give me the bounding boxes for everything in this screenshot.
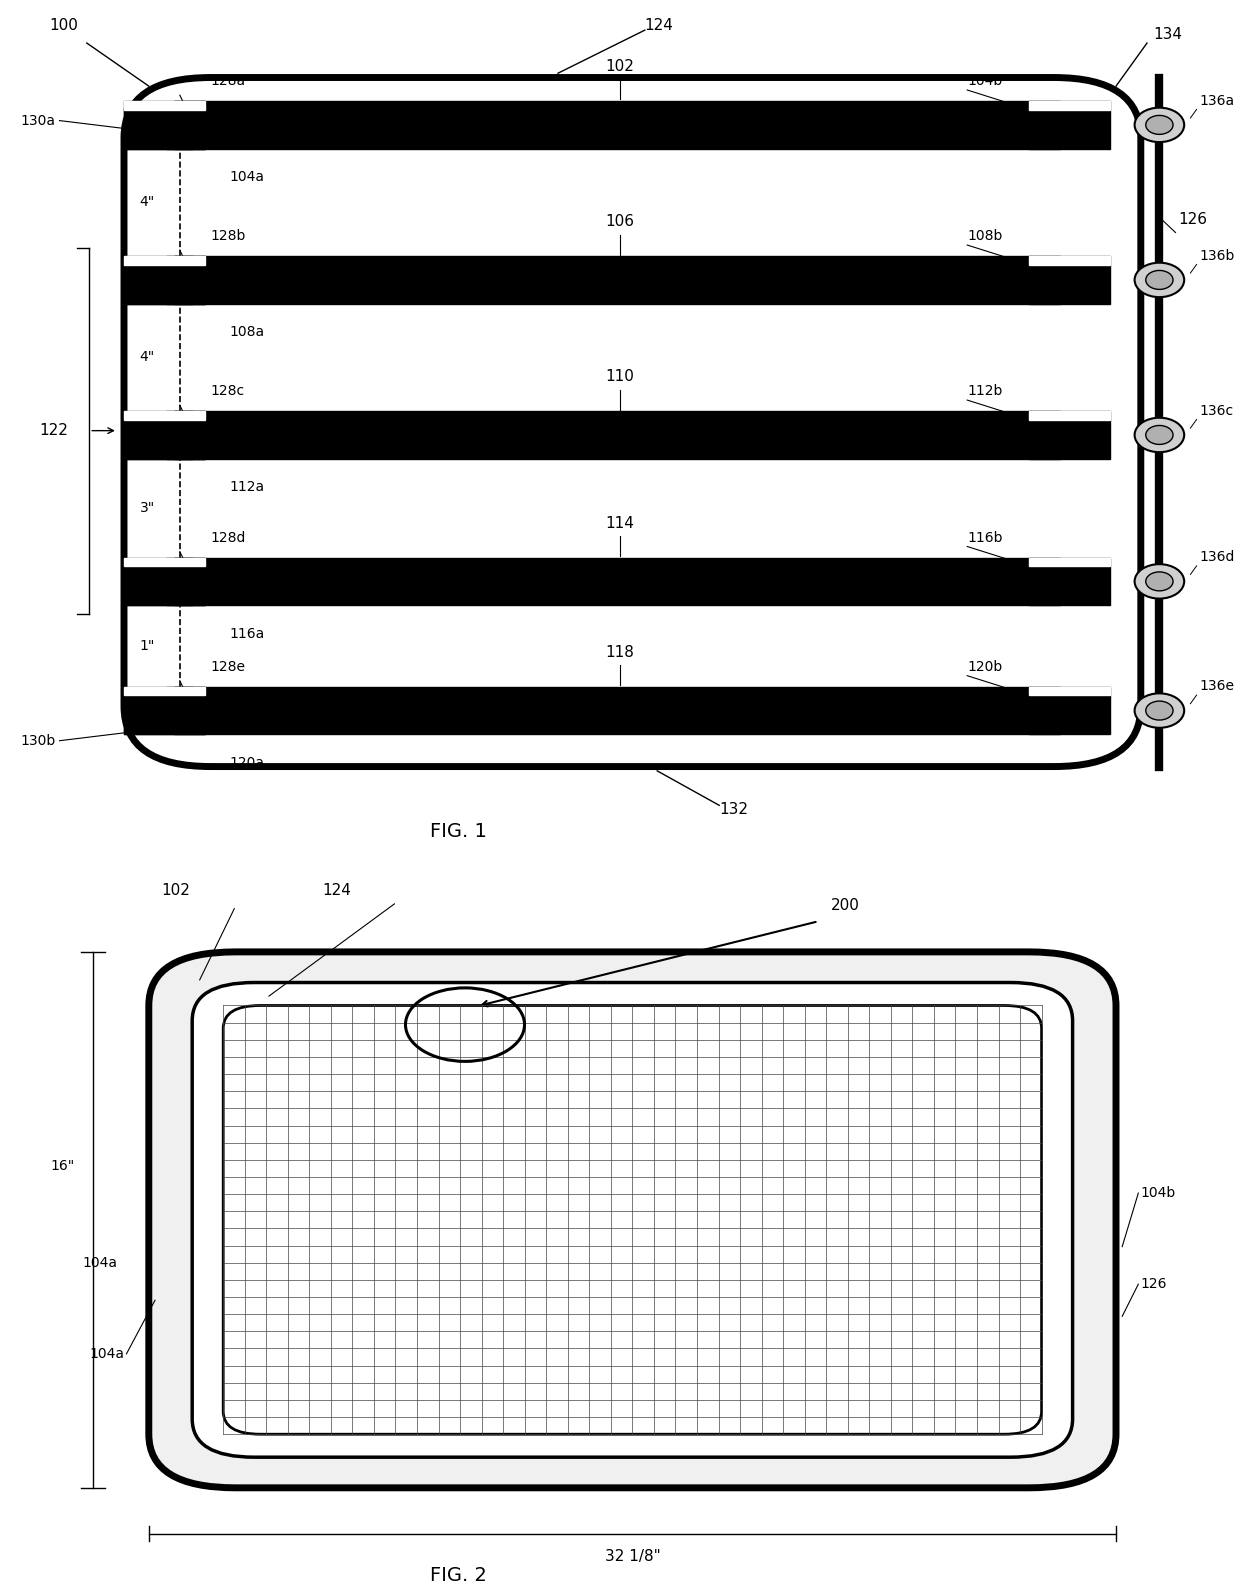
Polygon shape [124, 687, 205, 734]
Text: 106: 106 [605, 214, 635, 230]
Circle shape [1146, 271, 1173, 289]
Circle shape [1146, 115, 1173, 134]
Text: 4": 4" [140, 351, 155, 364]
Text: 102: 102 [605, 59, 635, 75]
Polygon shape [1029, 687, 1110, 695]
Polygon shape [124, 412, 205, 419]
Text: 136a: 136a [1199, 94, 1234, 107]
Text: 126: 126 [1141, 1278, 1167, 1292]
Polygon shape [174, 687, 1060, 734]
Text: 200: 200 [831, 898, 859, 914]
Text: 132: 132 [719, 802, 748, 817]
Text: 128e: 128e [211, 660, 246, 675]
Text: 116b: 116b [967, 531, 1003, 545]
Text: 122: 122 [40, 423, 68, 439]
Text: 124: 124 [322, 884, 351, 898]
FancyBboxPatch shape [223, 1005, 1042, 1434]
Text: 104a: 104a [229, 171, 264, 183]
Text: FIG. 1: FIG. 1 [430, 821, 487, 841]
Polygon shape [124, 687, 205, 695]
Circle shape [1135, 565, 1184, 598]
Circle shape [1146, 573, 1173, 590]
Circle shape [1135, 418, 1184, 451]
Text: 32 1/8": 32 1/8" [605, 1549, 660, 1565]
Polygon shape [1029, 687, 1110, 734]
Circle shape [1135, 694, 1184, 727]
Text: 4": 4" [140, 196, 155, 209]
Text: 130b: 130b [21, 734, 56, 748]
Circle shape [1135, 107, 1184, 142]
Text: 110: 110 [605, 370, 635, 384]
Polygon shape [124, 558, 205, 605]
FancyBboxPatch shape [192, 983, 1073, 1458]
Text: 136e: 136e [1199, 679, 1234, 694]
Text: 104a: 104a [89, 1346, 124, 1361]
Polygon shape [124, 558, 205, 605]
Text: 120b: 120b [967, 660, 1002, 675]
Circle shape [1146, 426, 1173, 445]
Text: 128b: 128b [211, 230, 247, 244]
Polygon shape [174, 257, 1060, 303]
Text: 104b: 104b [1141, 1187, 1176, 1199]
Circle shape [1146, 702, 1173, 719]
Text: 100: 100 [50, 18, 78, 33]
Polygon shape [1029, 412, 1110, 419]
Polygon shape [124, 100, 205, 148]
Polygon shape [124, 412, 205, 459]
Text: 112a: 112a [229, 480, 264, 494]
Text: 120a: 120a [229, 756, 264, 770]
Text: 104b: 104b [967, 75, 1002, 88]
Polygon shape [124, 257, 205, 303]
Text: 1": 1" [140, 640, 155, 652]
Polygon shape [1029, 412, 1110, 459]
Polygon shape [1029, 558, 1110, 605]
Text: 114: 114 [605, 515, 635, 531]
Text: 16": 16" [50, 1160, 74, 1174]
Text: 126: 126 [1178, 212, 1207, 226]
Polygon shape [124, 687, 205, 734]
Polygon shape [124, 257, 205, 265]
Polygon shape [124, 257, 205, 303]
Polygon shape [174, 412, 1060, 459]
Polygon shape [1029, 257, 1110, 303]
Text: 136b: 136b [1199, 249, 1235, 263]
Polygon shape [1029, 257, 1110, 265]
Text: 3": 3" [140, 501, 155, 515]
Text: 124: 124 [645, 18, 673, 33]
Text: 134: 134 [1153, 27, 1182, 41]
Text: 108a: 108a [229, 325, 264, 340]
Polygon shape [124, 412, 205, 459]
Text: 128d: 128d [211, 531, 247, 545]
Polygon shape [174, 558, 1060, 605]
FancyBboxPatch shape [124, 78, 1141, 767]
Text: 136d: 136d [1199, 550, 1235, 565]
Text: 104a: 104a [83, 1255, 118, 1270]
Text: 102: 102 [161, 884, 190, 898]
FancyBboxPatch shape [149, 952, 1116, 1488]
Polygon shape [1029, 100, 1110, 110]
Text: 136c: 136c [1199, 404, 1234, 418]
Polygon shape [1029, 100, 1110, 148]
Circle shape [1135, 263, 1184, 297]
Polygon shape [1029, 558, 1110, 566]
Polygon shape [174, 100, 1060, 148]
Text: 108b: 108b [967, 230, 1003, 244]
Text: 128c: 128c [211, 384, 246, 399]
Text: 112b: 112b [967, 384, 1003, 399]
Polygon shape [124, 100, 205, 110]
Text: 128a: 128a [211, 75, 246, 88]
Text: 118: 118 [605, 644, 635, 660]
Polygon shape [124, 558, 205, 566]
Text: 130a: 130a [21, 113, 56, 128]
Text: 116a: 116a [229, 627, 264, 641]
Polygon shape [124, 100, 205, 148]
Text: FIG. 2: FIG. 2 [430, 1566, 487, 1585]
